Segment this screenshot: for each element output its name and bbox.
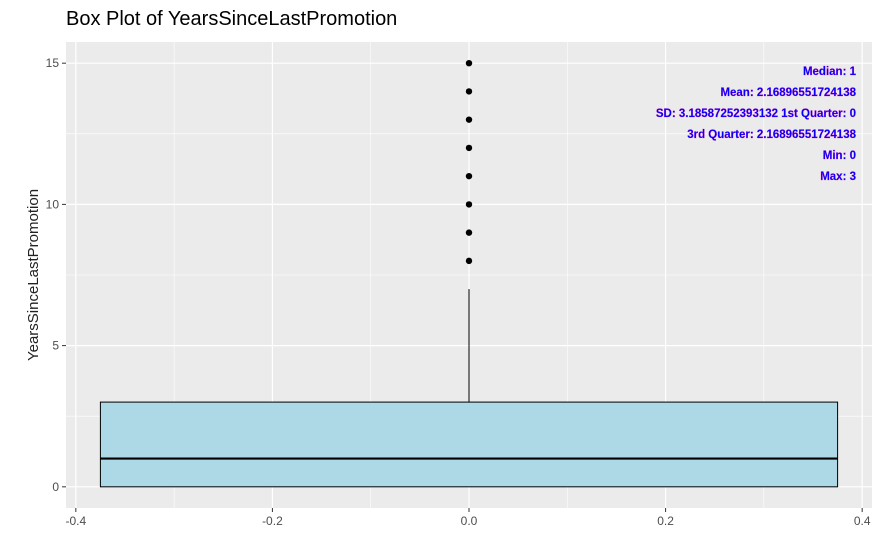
chart-title: Box Plot of YearsSinceLastPromotion — [66, 8, 398, 30]
outlier-point — [465, 144, 473, 152]
outlier-point — [465, 201, 473, 208]
summary-annotations: Median: 1 Mean: 2.16896551724138 SD: 3.185… — [656, 66, 857, 183]
y-axis-label: YearsSinceLastPromotion — [25, 189, 42, 361]
x-tick-label: 0.0 — [461, 514, 478, 528]
summary-annotation: Min: 0 — [823, 150, 856, 162]
outlier-point — [465, 229, 473, 236]
summary-annotation: Median: 1 — [803, 66, 857, 78]
summary-annotation: SD: 3.18587252393132 1st Quarter: 0 — [656, 108, 856, 120]
box-layer — [99, 289, 839, 488]
outlier-points — [465, 59, 473, 265]
x-tick-label: 0.4 — [854, 514, 871, 528]
y-tick-label: 15 — [46, 56, 60, 70]
x-tick-label: -0.2 — [262, 514, 283, 528]
outlier-point — [465, 257, 473, 265]
y-tick-label: 0 — [52, 480, 59, 494]
summary-annotation: Max: 3 — [820, 171, 856, 183]
x-tick-label: -0.4 — [65, 514, 86, 528]
y-tick-label: 10 — [46, 197, 60, 211]
summary-annotation: 3rd Quarter: 2.16896551724138 — [687, 129, 856, 141]
outlier-point — [465, 116, 473, 123]
iqr-box — [99, 401, 839, 488]
outlier-point — [465, 59, 473, 67]
y-tick-label: 5 — [52, 339, 59, 353]
x-tick-label: 0.2 — [657, 514, 674, 528]
summary-annotation: Mean: 2.16896551724138 — [720, 87, 856, 99]
outlier-point — [465, 172, 473, 180]
axes: -0.4 -0.2 0.0 0.2 0.4 0 5 10 15 YearsSinceLastPro… — [25, 56, 871, 528]
outlier-point — [465, 88, 473, 95]
